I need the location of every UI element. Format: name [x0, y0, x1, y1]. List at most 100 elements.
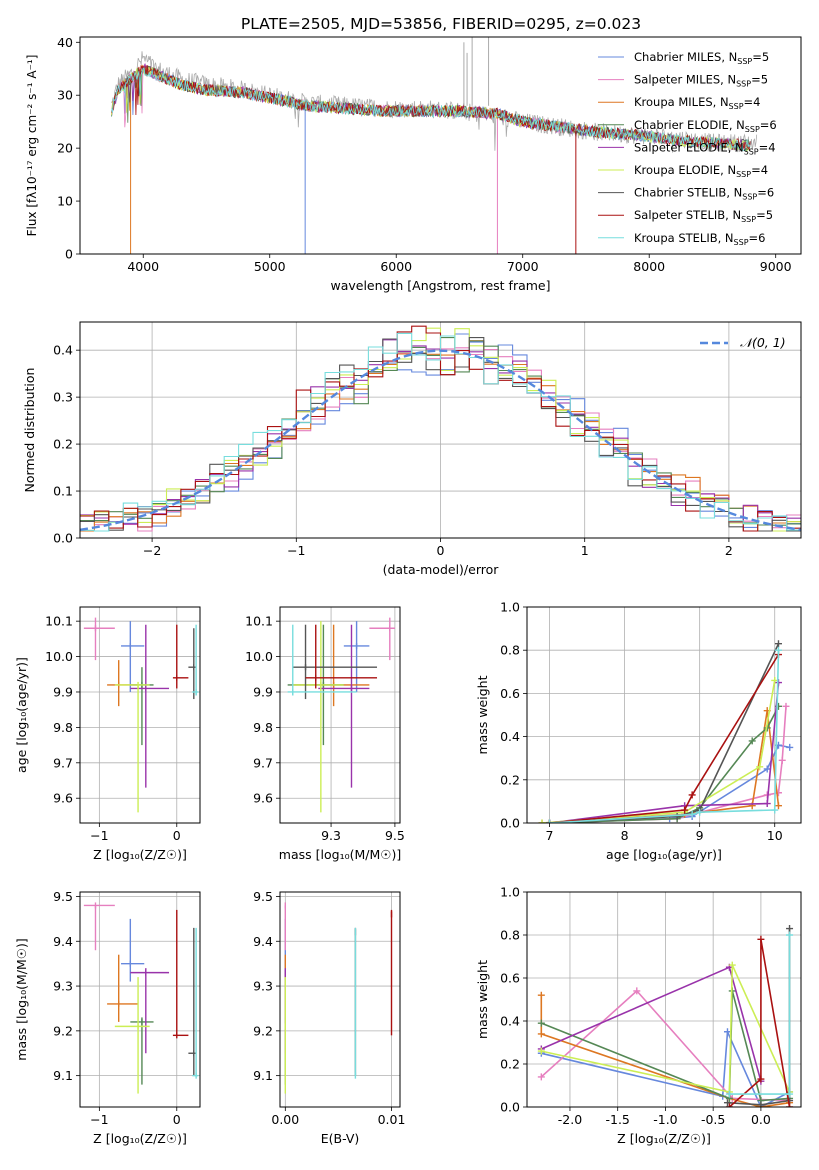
panel-age-vs-mass: 9.3 9.5 9.6 9.7 9.8 9.9 10.0 10.1 mass [log₁₀(M/… — [245, 606, 405, 862]
series-marker — [748, 737, 756, 745]
x-tick-label: 0 — [173, 828, 181, 843]
y-tick-label: 9.6 — [53, 791, 73, 806]
x-axis-label: E(B-V) — [321, 1131, 360, 1146]
y-tick-label: 9.8 — [253, 720, 273, 735]
series-marker — [774, 802, 782, 810]
data-point-7 — [292, 624, 378, 700]
series-line — [549, 682, 780, 823]
x-tick-label: 5000 — [254, 259, 286, 274]
y-tick-label: 0.8 — [500, 643, 520, 658]
data-point-6 — [114, 977, 150, 1094]
y-tick-label: 9.4 — [253, 934, 273, 949]
legend-label: Chabrier ELODIE, NSSP=6 — [634, 118, 777, 134]
y-tick-label: 9.4 — [53, 934, 73, 949]
plot-area-mass-vs-ebv — [284, 902, 393, 1094]
series-marker — [757, 1101, 765, 1107]
y-tick-label: 9.3 — [53, 979, 73, 994]
y-tick-label: 9.7 — [53, 755, 73, 770]
x-axis-label: wavelength [Angstrom, rest frame] — [330, 278, 550, 293]
x-axis-label: age [log₁₀(age/yr)] — [606, 847, 722, 862]
legend-label: Chabrier STELIB, NSSP=6 — [634, 186, 774, 202]
data-point-9 — [192, 927, 199, 1079]
series-marker — [763, 800, 771, 808]
x-tick-label: 0 — [173, 1112, 181, 1127]
x-tick-label: 6000 — [380, 259, 412, 274]
legend-label-main: Kroupa ELODIE, N — [634, 163, 736, 177]
legend-label: Salpeter ELODIE, NSSP=4 — [634, 140, 776, 156]
series-marker — [728, 961, 736, 969]
x-tick-label: 1 — [581, 543, 589, 558]
x-tick-label: 4000 — [127, 259, 159, 274]
x-tick-label: -0.5 — [701, 1112, 725, 1127]
plot-area-mass-weight-vs-age — [538, 640, 794, 823]
x-tick-label: -2.0 — [558, 1112, 582, 1127]
series-marker — [538, 819, 546, 823]
series-marker — [782, 702, 790, 710]
data-point-7 — [188, 927, 197, 1076]
panel-spectrum: 4000 5000 6000 7000 8000 9000 0 10 20 30 40 wavelen… — [25, 35, 802, 293]
legend-label-main: Chabrier MILES, N — [634, 50, 737, 64]
data-point-4 — [130, 1017, 154, 1085]
y-tick-label: 0.8 — [500, 928, 520, 943]
panel-age-vs-metallicity: −1 0 9.6 9.7 9.8 9.9 10.0 10.1 Z [log₁₀(Z/Z☉)] ag… — [14, 606, 201, 862]
y-axis-label: Normed distribution — [22, 368, 37, 493]
y-tick-label: 9.2 — [253, 1023, 273, 1038]
series-marker — [688, 810, 696, 818]
x-tick-label: −1 — [90, 1112, 108, 1127]
y-tick-label: 10.0 — [45, 649, 73, 664]
y-axis-label: Flux [fλ10⁻¹⁷ erg cm⁻² s⁻¹ A⁻¹] — [25, 55, 39, 237]
panel-residuals: −2 −1 0 1 2 0.0 0.1 0.2 0.3 0.4 (data-model)/error… — [22, 321, 802, 577]
series-9 — [546, 646, 782, 823]
legend-label: 𝒩(0, 1) — [740, 335, 786, 350]
plot-area-mass-vs-metallicity — [83, 902, 199, 1094]
normal-reference-curve — [80, 349, 801, 531]
legend-label-subscript: SSP — [736, 80, 751, 89]
series-marker — [786, 743, 794, 751]
series-marker — [725, 1103, 733, 1107]
series-marker — [771, 806, 779, 814]
data-point-5 — [130, 968, 170, 1054]
x-tick-label: 2 — [725, 543, 733, 558]
y-tick-label: 1.0 — [500, 885, 520, 900]
series-marker — [725, 1090, 733, 1098]
series-marker — [786, 1103, 794, 1107]
series-marker — [681, 806, 689, 814]
legend-label: Chabrier MILES, NSSP=5 — [634, 50, 769, 66]
series-marker — [786, 931, 794, 939]
data-point-1 — [121, 918, 145, 982]
legend-label: Kroupa MILES, NSSP=4 — [634, 95, 760, 111]
legend-label-main: Chabrier STELIB, N — [634, 186, 742, 200]
plot-area-spectrum — [111, 37, 758, 254]
x-axis-label: (data-model)/error — [383, 562, 500, 577]
legend-label-suffix: =5 — [751, 73, 768, 87]
legend-label-suffix: =5 — [756, 208, 773, 222]
series-marker — [537, 1030, 545, 1038]
y-tick-label: 0.4 — [500, 729, 520, 744]
series-marker — [537, 991, 545, 999]
y-tick-label: 0 — [65, 247, 73, 262]
x-tick-label: 10 — [767, 828, 783, 843]
x-tick-label: 0.00 — [271, 1112, 299, 1127]
legend-label-subscript: SSP — [745, 125, 760, 134]
series-marker — [723, 1099, 731, 1107]
series-marker — [696, 808, 704, 816]
x-tick-label: 0 — [437, 543, 445, 558]
legend-label-subscript: SSP — [744, 147, 759, 156]
legend-label-subscript: SSP — [742, 193, 757, 202]
x-tick-label: 9000 — [760, 259, 792, 274]
y-tick-label: 0.2 — [53, 437, 73, 452]
data-point-2 — [83, 617, 115, 661]
y-tick-label: 9.9 — [53, 684, 73, 699]
y-axis-label: mass weight — [475, 675, 490, 754]
series-marker — [774, 789, 782, 797]
legend-label-suffix: =5 — [752, 50, 769, 64]
x-tick-label: 9.3 — [321, 828, 341, 843]
y-tick-label: 0.0 — [53, 531, 73, 546]
y-tick-label: 0.6 — [500, 686, 520, 701]
series-marker — [786, 925, 794, 933]
axes-frame — [279, 606, 401, 824]
legend-label-main: Salpeter MILES, N — [634, 73, 736, 87]
y-axis-label: mass weight — [475, 960, 490, 1039]
